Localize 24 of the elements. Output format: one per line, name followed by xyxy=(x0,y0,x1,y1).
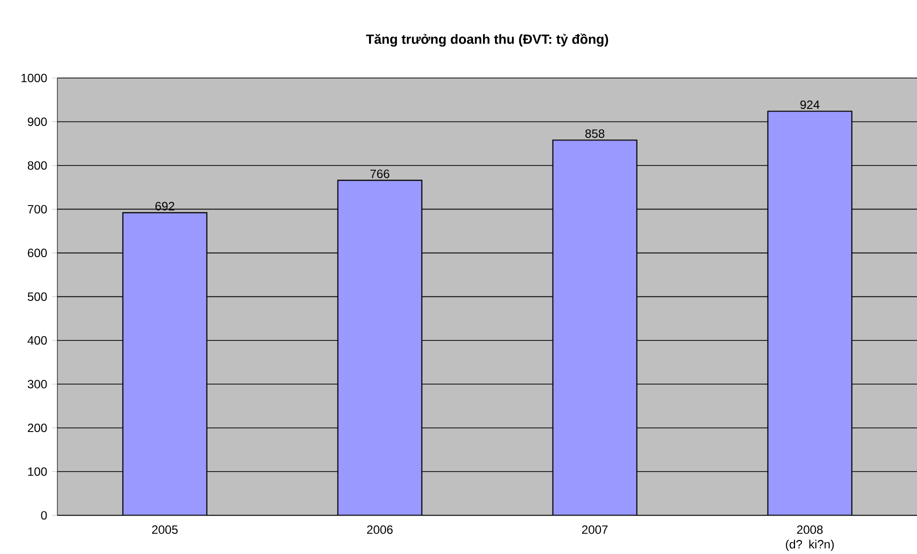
y-tick-label: 0 xyxy=(41,511,47,520)
y-tick-label: 700 xyxy=(28,204,47,214)
y-tick-label: 100 xyxy=(28,467,47,476)
y-tick-label: 600 xyxy=(28,248,47,258)
y-tick-label: 300 xyxy=(28,380,47,388)
data-label: 766 xyxy=(370,170,390,178)
x-tick-label: 2006 xyxy=(367,525,393,534)
y-tick-label: 900 xyxy=(28,117,47,126)
data-label: 692 xyxy=(155,202,174,210)
x-tick-label: 2007 xyxy=(582,525,608,534)
y-tick-label: 800 xyxy=(28,161,47,170)
y-tick-label: 200 xyxy=(28,424,47,432)
bar xyxy=(122,212,208,516)
x-tick-label: 2008 (d? ki?n) xyxy=(786,525,834,551)
y-tick-label: 500 xyxy=(28,292,47,301)
y-tick-label: 400 xyxy=(28,336,47,345)
y-tick-label: 1000 xyxy=(22,74,47,82)
bar xyxy=(337,180,422,516)
bar xyxy=(552,140,638,516)
chart-title: Tăng trưởng doanh thu (ĐVT: tỷ đồng) xyxy=(366,34,608,47)
data-label: 924 xyxy=(800,100,820,109)
x-tick-label: 2005 xyxy=(152,525,178,534)
data-label: 858 xyxy=(585,129,604,138)
bar xyxy=(767,110,852,516)
